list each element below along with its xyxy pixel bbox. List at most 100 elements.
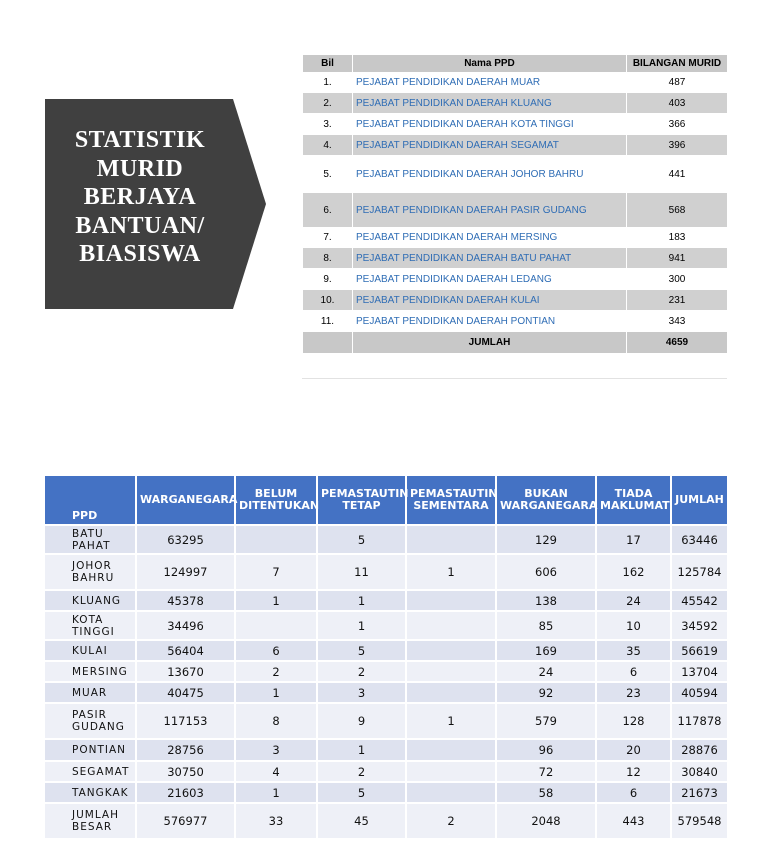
cell: 5 [316, 524, 407, 555]
cell: 124997 [135, 553, 236, 591]
row: TANGKAK 21603 1 5 58 6 21673 [43, 781, 729, 804]
ppd-cell: BATU PAHAT [43, 524, 137, 555]
cell: PEJABAT PENDIDIKAN DAERAH SEGAMAT [352, 134, 627, 156]
cell: 40475 [135, 681, 236, 704]
table: PPD WARGANEGARA BELUM DITENTUKAN PEMASTAUTI… [43, 474, 729, 840]
row: MUAR 40475 1 3 92 23 40594 [43, 681, 729, 704]
ppd-cell: KLUANG [43, 589, 137, 612]
cell: 6. [302, 192, 353, 228]
cell: 45378 [135, 589, 236, 612]
cell: 92 [495, 681, 597, 704]
cell: PEJABAT PENDIDIKAN DAERAH KLUANG [352, 92, 627, 114]
cell: 138 [495, 589, 597, 612]
ppd-cell: JUMLAH BESAR [43, 802, 137, 840]
cell: 606 [495, 553, 597, 591]
cell: 13670 [135, 660, 236, 683]
row: SEGAMAT 30750 4 2 72 12 30840 [43, 760, 729, 783]
cell [405, 589, 497, 612]
cell: 24 [495, 660, 597, 683]
detail-table: PPD WARGANEGARA BELUM DITENTUKAN PEMASTAUTI… [43, 474, 729, 840]
cell: 11. [302, 310, 353, 332]
cell: 1 [316, 738, 407, 762]
cell: 10 [595, 610, 672, 641]
cell: PEJABAT PENDIDIKAN DAERAH MERSING [352, 227, 627, 248]
cell [405, 760, 497, 783]
cell: 5. [302, 155, 353, 193]
cell: 28756 [135, 738, 236, 762]
cell: 579548 [670, 802, 729, 840]
cell: 96 [495, 738, 597, 762]
cell: 21673 [670, 781, 729, 804]
ppd-cell: MUAR [43, 681, 137, 704]
ppd-cell: JOHOR BAHRU [43, 553, 137, 591]
row: JUMLAH BESAR 576977 33 45 2 2048 443 579548 [43, 802, 729, 840]
cell: 366 [626, 113, 728, 135]
cell: 1 [405, 553, 497, 591]
cell: 1 [234, 781, 318, 804]
cell: 128 [595, 702, 672, 740]
cell: 443 [595, 802, 672, 840]
cell: 487 [626, 72, 728, 93]
cell: PEJABAT PENDIDIKAN DAERAH BATU PAHAT [352, 247, 627, 269]
cell: 941 [626, 247, 728, 269]
ppd-cell: PASIR GUDANG [43, 702, 137, 740]
ppd-cell: SEGAMAT [43, 760, 137, 783]
cell: 33 [234, 802, 318, 840]
cell: 5 [316, 639, 407, 662]
row: 10. PEJABAT PENDIDIKAN DAERAH KULAI 231 [302, 289, 728, 311]
row: KULAI 56404 6 5 169 35 56619 [43, 639, 729, 662]
cell: 6 [234, 639, 318, 662]
cell: 1 [234, 589, 318, 612]
cell: 34592 [670, 610, 729, 641]
cell: 56619 [670, 639, 729, 662]
ppd-cell: PONTIAN [43, 738, 137, 762]
cell [302, 331, 353, 354]
cell: 4. [302, 134, 353, 156]
summary-table: Bil Nama PPD BILANGAN MURID 1. PEJABAT PENDI… [302, 54, 728, 379]
cell [405, 781, 497, 804]
cell: 169 [495, 639, 597, 662]
cell: 11 [316, 553, 407, 591]
cell: 1 [405, 702, 497, 740]
cell: 7. [302, 227, 353, 248]
cell: 72 [495, 760, 597, 783]
header-row: Bil Nama PPD BILANGAN MURID [302, 54, 728, 73]
cell: 183 [626, 227, 728, 248]
cell: 34496 [135, 610, 236, 641]
cell: 2. [302, 92, 353, 114]
row: 2. PEJABAT PENDIDIKAN DAERAH KLUANG 403 [302, 92, 728, 114]
cell: 1. [302, 72, 353, 93]
cell: 8. [302, 247, 353, 269]
row: 11. PEJABAT PENDIDIKAN DAERAH PONTIAN 343 [302, 310, 728, 332]
cell: 63295 [135, 524, 236, 555]
cell [405, 681, 497, 704]
cell: 576977 [135, 802, 236, 840]
row: MERSING 13670 2 2 24 6 13704 [43, 660, 729, 683]
cell: 63446 [670, 524, 729, 555]
cell: 12 [595, 760, 672, 783]
cell: 3. [302, 113, 353, 135]
cell: 3 [316, 681, 407, 704]
head: PPD WARGANEGARA BELUM DITENTUKAN PEMASTAUTI… [43, 474, 729, 526]
table: Bil Nama PPD BILANGAN MURID 1. PEJABAT PENDI… [302, 54, 728, 354]
cell: 56404 [135, 639, 236, 662]
cell: 8 [234, 702, 318, 740]
header-cell: TIADA MAKLUMAT [595, 474, 672, 526]
header-cell: PEMASTAUTIN TETAP [316, 474, 409, 526]
cell: PEJABAT PENDIDIKAN DAERAH KOTA TINGGI [352, 113, 627, 135]
cell: 300 [626, 268, 728, 290]
header-cell: JUMLAH [670, 474, 729, 526]
cell: 2 [405, 802, 497, 840]
cell: 9. [302, 268, 353, 290]
title-line: BANTUAN/ [75, 212, 205, 239]
header-cell: BILANGAN MURID [626, 54, 728, 73]
header-cell: PPD [43, 474, 137, 526]
row: PASIR GUDANG 117153 8 9 1 579 128 117878 [43, 702, 729, 740]
cell: 6 [595, 781, 672, 804]
cell [405, 610, 497, 641]
row: 8. PEJABAT PENDIDIKAN DAERAH BATU PAHAT 94… [302, 247, 728, 269]
cell: 1 [316, 589, 407, 612]
cell: 23 [595, 681, 672, 704]
total-value: 4659 [626, 331, 728, 354]
